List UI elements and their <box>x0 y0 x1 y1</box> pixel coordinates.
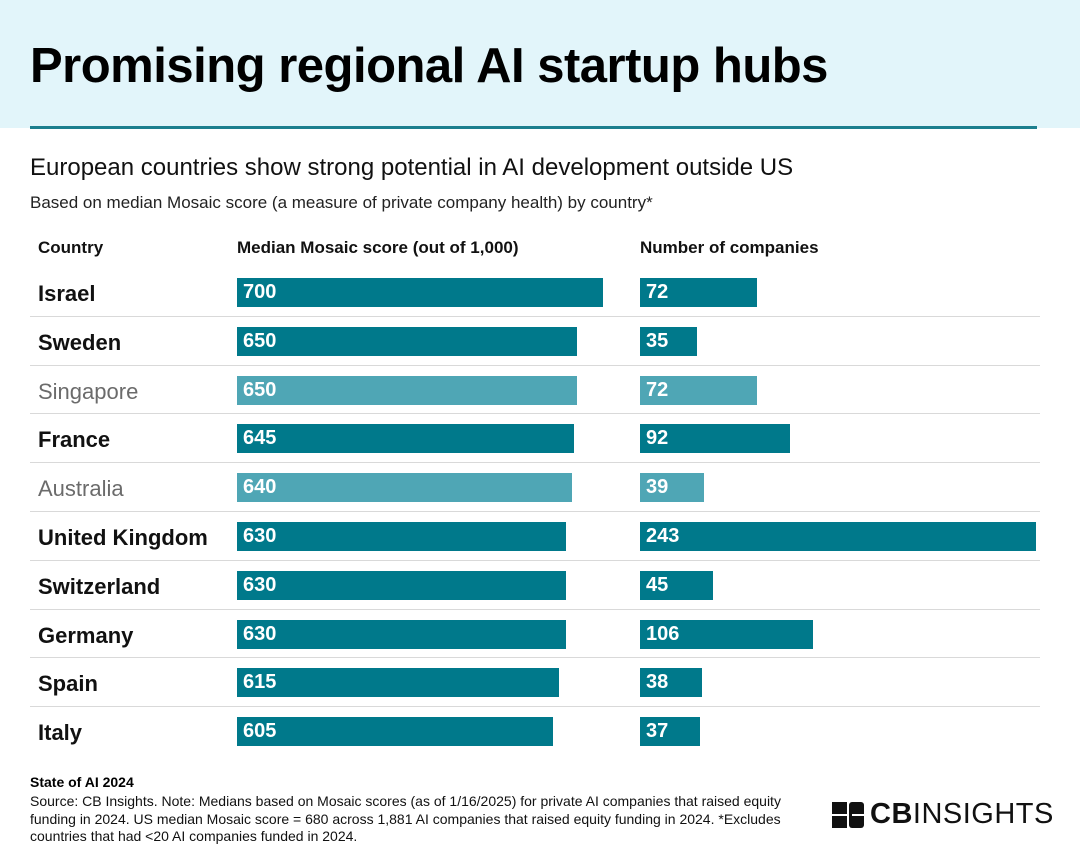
table-row: Spain 615 38 <box>30 658 1040 708</box>
report-name: State of AI 2024 <box>30 774 134 790</box>
table-row: Singapore 650 72 <box>30 366 1040 415</box>
country-label: Australia <box>38 476 124 502</box>
logo-text-regular: INSIGHTS <box>912 798 1054 830</box>
column-header-country: Country <box>38 238 104 257</box>
companies-value-label: 72 <box>646 378 669 401</box>
page-title: Promising regional AI startup hubs <box>30 39 828 93</box>
country-label: Sweden <box>38 329 122 355</box>
column-header-score: Median Mosaic score (out of 1,000) <box>237 238 519 257</box>
score-value-label: 630 <box>243 524 277 547</box>
score-value-label: 605 <box>243 720 277 743</box>
companies-bar: 92 <box>640 424 790 454</box>
table-row: Israel 700 72 <box>30 268 1040 317</box>
chart-rows: Israel 700 72 Sweden 650 35 Singapore 650 72 Fran… <box>30 268 1040 756</box>
score-value-label: 700 <box>243 281 277 303</box>
companies-value-label: 72 <box>646 281 669 303</box>
companies-value-label: 45 <box>646 573 669 596</box>
score-bar: 650 <box>237 326 577 356</box>
score-bar: 630 <box>237 570 567 600</box>
companies-value-label: 92 <box>646 427 669 450</box>
companies-value-label: 243 <box>646 524 680 547</box>
companies-bar: 35 <box>640 326 698 356</box>
table-row: France 645 92 <box>30 414 1040 464</box>
companies-bar: 38 <box>640 668 702 698</box>
companies-bar: 72 <box>640 278 758 307</box>
chart-note: Based on median Mosaic score (a measure … <box>30 193 653 212</box>
score-value-label: 630 <box>243 573 277 596</box>
table-row: Germany 630 106 <box>30 610 1040 659</box>
companies-bar: 106 <box>640 619 813 649</box>
column-header-companies: Number of companies <box>640 238 819 257</box>
companies-value-label: 37 <box>646 720 669 743</box>
logo-text-bold: CB <box>870 798 913 830</box>
companies-bar: 39 <box>640 473 704 503</box>
logo-wordmark: CBINSIGHTS <box>870 798 1054 831</box>
country-label: Italy <box>38 720 83 746</box>
score-value-label: 640 <box>243 476 277 499</box>
chart-subtitle: European countries show strong potential… <box>30 154 794 181</box>
header-band <box>0 0 1080 128</box>
score-value-label: 645 <box>243 427 277 450</box>
score-value-label: 650 <box>243 329 277 352</box>
score-bar: 630 <box>237 619 567 649</box>
score-bar: 630 <box>237 521 567 551</box>
score-bar: 650 <box>237 375 577 405</box>
companies-value-label: 38 <box>646 671 669 694</box>
country-label: Israel <box>38 281 96 306</box>
country-label: Singapore <box>38 378 139 404</box>
companies-bar: 243 <box>640 521 1036 551</box>
companies-value-label: 106 <box>646 622 680 645</box>
source-note: Source: CB Insights. Note: Medians based… <box>30 793 781 844</box>
table-row: United Kingdom 630 243 <box>30 512 1040 561</box>
table-row: Switzerland 630 45 <box>30 561 1040 610</box>
country-label: United Kingdom <box>38 524 208 550</box>
companies-bar: 37 <box>640 717 701 747</box>
score-value-label: 615 <box>243 671 277 694</box>
cb-insights-logo-icon <box>832 802 864 828</box>
score-bar: 640 <box>237 473 572 503</box>
country-label: Spain <box>38 671 98 697</box>
companies-bar: 72 <box>640 375 758 405</box>
country-label: Switzerland <box>38 573 161 599</box>
score-bar: 605 <box>237 717 554 747</box>
table-row: Australia 640 39 <box>30 463 1040 512</box>
country-label: France <box>38 427 111 453</box>
table-row: Italy 605 37 <box>30 707 1040 756</box>
score-bar: 645 <box>237 424 575 454</box>
cb-insights-logo: CBINSIGHTS <box>832 798 1053 830</box>
table-row: Sweden 650 35 <box>30 317 1040 366</box>
companies-bar: 45 <box>640 570 714 600</box>
companies-value-label: 39 <box>646 476 669 499</box>
score-value-label: 650 <box>243 378 277 401</box>
title-divider <box>30 126 1037 129</box>
companies-value-label: 35 <box>646 329 669 352</box>
score-value-label: 630 <box>243 622 277 645</box>
country-label: Germany <box>38 622 134 648</box>
score-bar: 700 <box>237 278 604 307</box>
score-bar: 615 <box>237 668 559 698</box>
